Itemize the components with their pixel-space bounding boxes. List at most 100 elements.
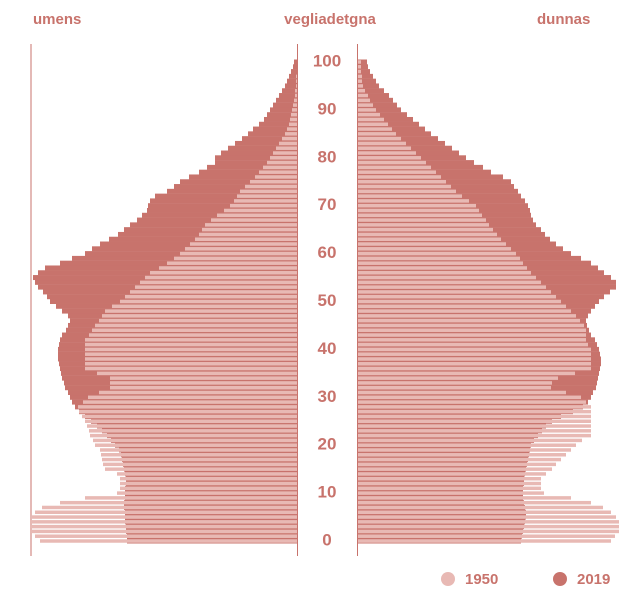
bar (358, 160, 426, 165)
bar (85, 496, 297, 500)
bar (358, 112, 407, 118)
bar (358, 88, 365, 93)
legend-label: 1950 (465, 571, 498, 588)
bar (358, 266, 527, 270)
bar (120, 481, 297, 486)
bar (282, 88, 297, 94)
bar (289, 122, 297, 127)
bar (358, 208, 479, 213)
bar (174, 184, 297, 190)
bar (102, 457, 297, 462)
bar (358, 88, 384, 94)
bar (276, 146, 297, 150)
bar (358, 304, 566, 309)
bar (358, 390, 566, 395)
bar (358, 256, 520, 261)
bar (296, 74, 297, 79)
bar (358, 472, 546, 476)
bar (358, 65, 361, 69)
bar (99, 390, 297, 395)
bar (234, 199, 297, 203)
bar (290, 117, 297, 122)
bar (358, 117, 384, 122)
bar (83, 400, 297, 404)
bar (358, 500, 591, 505)
age-label: 10 (318, 483, 337, 502)
bar (279, 141, 297, 146)
bar (358, 443, 576, 447)
bar (85, 342, 297, 347)
bar (358, 59, 367, 65)
bar (97, 371, 297, 376)
bar (215, 155, 297, 161)
bar (358, 203, 476, 208)
bar (150, 198, 297, 204)
bar (358, 122, 388, 127)
bar (291, 69, 297, 75)
bar (217, 213, 297, 218)
bar (358, 180, 446, 184)
bar (358, 510, 611, 515)
bar (30, 529, 297, 534)
bar (263, 165, 297, 170)
bar (293, 64, 297, 70)
bar (253, 126, 297, 132)
bar (224, 208, 297, 213)
bar (240, 189, 297, 194)
bar (358, 385, 551, 390)
bar (282, 136, 297, 141)
bar (358, 429, 591, 433)
bar (295, 88, 297, 93)
bar (358, 69, 361, 74)
bar (273, 151, 297, 155)
bar (155, 193, 297, 199)
bar (167, 261, 297, 265)
bar (358, 64, 368, 70)
bar (276, 97, 297, 103)
bar (125, 294, 297, 299)
bar (78, 405, 297, 409)
bar (358, 328, 586, 332)
bar (358, 107, 401, 113)
bar (358, 462, 556, 467)
bar (101, 453, 297, 457)
bar (99, 318, 297, 323)
bar (358, 539, 611, 543)
age-label: 30 (318, 387, 337, 406)
age-label: 40 (318, 339, 337, 358)
bar (102, 314, 297, 318)
bar (358, 534, 615, 538)
bar (211, 218, 297, 222)
bar (358, 136, 401, 141)
bar (85, 366, 297, 371)
bar (358, 294, 556, 299)
bar (358, 496, 571, 500)
bar (147, 207, 297, 213)
bar (130, 290, 297, 294)
bar (358, 424, 591, 428)
bar (358, 376, 558, 380)
bar (228, 145, 297, 151)
bar (93, 438, 297, 443)
bar (273, 102, 297, 108)
bar (358, 103, 373, 107)
bar (85, 338, 297, 342)
bar (285, 132, 297, 136)
bar (85, 352, 297, 356)
bar (180, 251, 297, 256)
bar (32, 515, 297, 519)
bar (287, 78, 297, 84)
bar (40, 539, 297, 543)
bar (148, 203, 297, 209)
bar (85, 419, 297, 423)
bar (358, 309, 571, 313)
bar (358, 448, 571, 452)
bar (358, 73, 373, 79)
bar (358, 146, 411, 150)
bar (358, 409, 591, 414)
bar (103, 462, 297, 467)
bar (358, 362, 591, 366)
bar (190, 242, 297, 246)
bar (358, 352, 591, 356)
